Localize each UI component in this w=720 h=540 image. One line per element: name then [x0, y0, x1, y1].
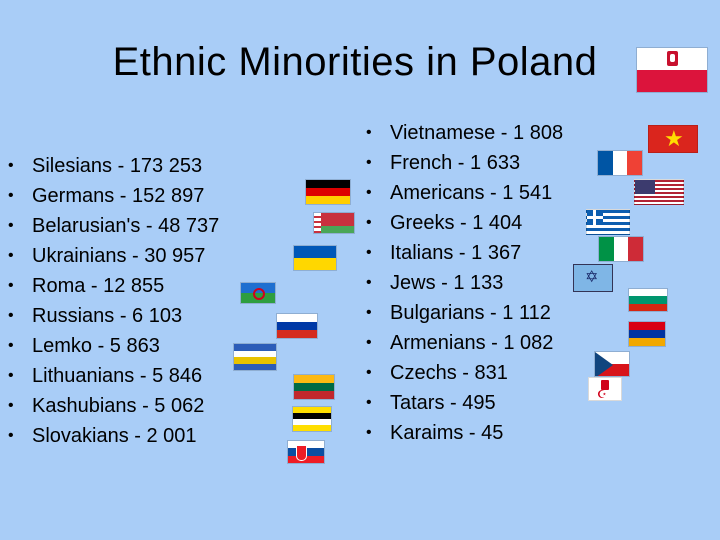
- slovakia-flag: [287, 440, 325, 464]
- list-item-label: Tatars - 495: [390, 392, 496, 414]
- list-item-label: Italians - 1 367: [390, 242, 522, 264]
- tatar-flag: ☪: [588, 377, 622, 401]
- armenia-flag: [628, 321, 666, 347]
- list-item-label: Armenians - 1 082: [390, 332, 554, 354]
- lemko-flag: [233, 343, 277, 371]
- list-item: • Ukrainians - 30 957: [8, 241, 278, 271]
- list-item-label: Lithuanians - 5 846: [32, 365, 203, 387]
- stars-canton-icon: [635, 180, 655, 194]
- bullet-icon: •: [8, 367, 14, 384]
- bullet-icon: •: [366, 274, 372, 291]
- bullet-icon: •: [366, 244, 372, 261]
- germany-flag: [305, 179, 351, 205]
- list-item: • Kashubians - 5 062: [8, 391, 278, 421]
- bullet-icon: •: [8, 277, 14, 294]
- list-item-label: Roma - 12 855: [32, 275, 165, 297]
- list-item: • Bulgarians - 1 112: [366, 298, 616, 328]
- emblem-icon: [601, 380, 609, 390]
- list-item-label: Vietnamese - 1 808: [390, 122, 564, 144]
- list-item-label: Karaims - 45: [390, 422, 504, 444]
- france-flag: [597, 150, 643, 176]
- bullet-icon: •: [366, 334, 372, 351]
- list-item: • Roma - 12 855: [8, 271, 278, 301]
- list-item-label: Belarusian's - 48 737: [32, 215, 220, 237]
- list-item: • Lithuanians - 5 846: [8, 361, 278, 391]
- vietnam-flag: ★: [648, 125, 698, 153]
- list-item: • Americans - 1 541: [366, 178, 616, 208]
- list-item: • Vietnamese - 1 808: [366, 118, 616, 148]
- bullet-icon: •: [8, 397, 14, 414]
- star-icon: ★: [664, 126, 684, 151]
- ukraine-flag: [293, 245, 337, 271]
- bullet-icon: •: [366, 424, 372, 441]
- bullet-icon: •: [366, 124, 372, 141]
- czech-flag: [594, 351, 630, 377]
- jewish-emblem: ✡: [573, 264, 613, 292]
- bullet-icon: •: [366, 304, 372, 321]
- list-item-label: Germans - 152 897: [32, 185, 205, 207]
- list-item-label: Russians - 6 103: [32, 305, 183, 327]
- bulgaria-flag: [628, 288, 668, 312]
- list-item: • Silesians - 173 253: [8, 151, 278, 181]
- list-item: • Karaims - 45: [366, 418, 616, 448]
- list-item: • French - 1 633: [366, 148, 616, 178]
- list-item: • Lemko - 5 863: [8, 331, 278, 361]
- list-item: • Czechs - 831: [366, 358, 616, 388]
- list-item: • Italians - 1 367: [366, 238, 616, 268]
- list-item: • Jews - 1 133: [366, 268, 616, 298]
- russia-flag: [276, 313, 318, 339]
- slide-title: Ethnic Minorities in Poland: [112, 40, 598, 84]
- crescent-icon: ☪: [597, 389, 607, 401]
- menorah-icon: ✡: [585, 269, 599, 286]
- list-item-label: Czechs - 831: [390, 362, 508, 384]
- chakra-icon: [253, 288, 265, 300]
- bullet-icon: •: [366, 184, 372, 201]
- list-item-label: Americans - 1 541: [390, 182, 553, 204]
- bullet-icon: •: [8, 187, 14, 204]
- list-item-label: Bulgarians - 1 112: [390, 302, 551, 324]
- lithuania-flag: [293, 374, 335, 400]
- bullet-icon: •: [366, 394, 372, 411]
- bullet-icon: •: [8, 157, 14, 174]
- list-item-label: Slovakians - 2 001: [32, 425, 197, 447]
- kashubia-flag: [292, 406, 332, 432]
- bullet-icon: •: [366, 154, 372, 171]
- poland-flag: [636, 47, 708, 93]
- belarus-flag: [313, 212, 355, 234]
- list-item-label: Kashubians - 5 062: [32, 395, 205, 417]
- usa-flag: [634, 179, 684, 205]
- coat-of-arms-icon: [296, 445, 307, 461]
- bullet-icon: •: [8, 337, 14, 354]
- cross-icon: [587, 210, 603, 225]
- italy-flag: [598, 236, 644, 262]
- list-item: • Greeks - 1 404: [366, 208, 616, 238]
- list-item-label: Silesians - 173 253: [32, 155, 203, 177]
- list-item-label: Greeks - 1 404: [390, 212, 523, 234]
- bullet-icon: •: [8, 427, 14, 444]
- list-item-label: Jews - 1 133: [390, 272, 504, 294]
- list-item-label: Lemko - 5 863: [32, 335, 160, 357]
- bullet-icon: •: [8, 217, 14, 234]
- list-item-label: Ukrainians - 30 957: [32, 245, 206, 267]
- eagle-icon: [667, 51, 678, 66]
- bullet-icon: •: [366, 214, 372, 231]
- greece-flag: [586, 209, 630, 235]
- list-item: • Armenians - 1 082: [366, 328, 616, 358]
- list-item: • Slovakians - 2 001: [8, 421, 278, 451]
- list-item: • Tatars - 495: [366, 388, 616, 418]
- left-minorities-list: • Silesians - 173 253 • Germans - 152 897 …: [8, 151, 278, 451]
- list-item: • Germans - 152 897: [8, 181, 278, 211]
- bullet-icon: •: [8, 307, 14, 324]
- bullet-icon: •: [8, 247, 14, 264]
- roma-flag: [240, 282, 276, 304]
- list-item: • Belarusian's - 48 737: [8, 211, 278, 241]
- list-item-label: French - 1 633: [390, 152, 521, 174]
- right-minorities-list: • Vietnamese - 1 808 • French - 1 633 • Ame…: [366, 118, 616, 448]
- list-item: • Russians - 6 103: [8, 301, 278, 331]
- bullet-icon: •: [366, 364, 372, 381]
